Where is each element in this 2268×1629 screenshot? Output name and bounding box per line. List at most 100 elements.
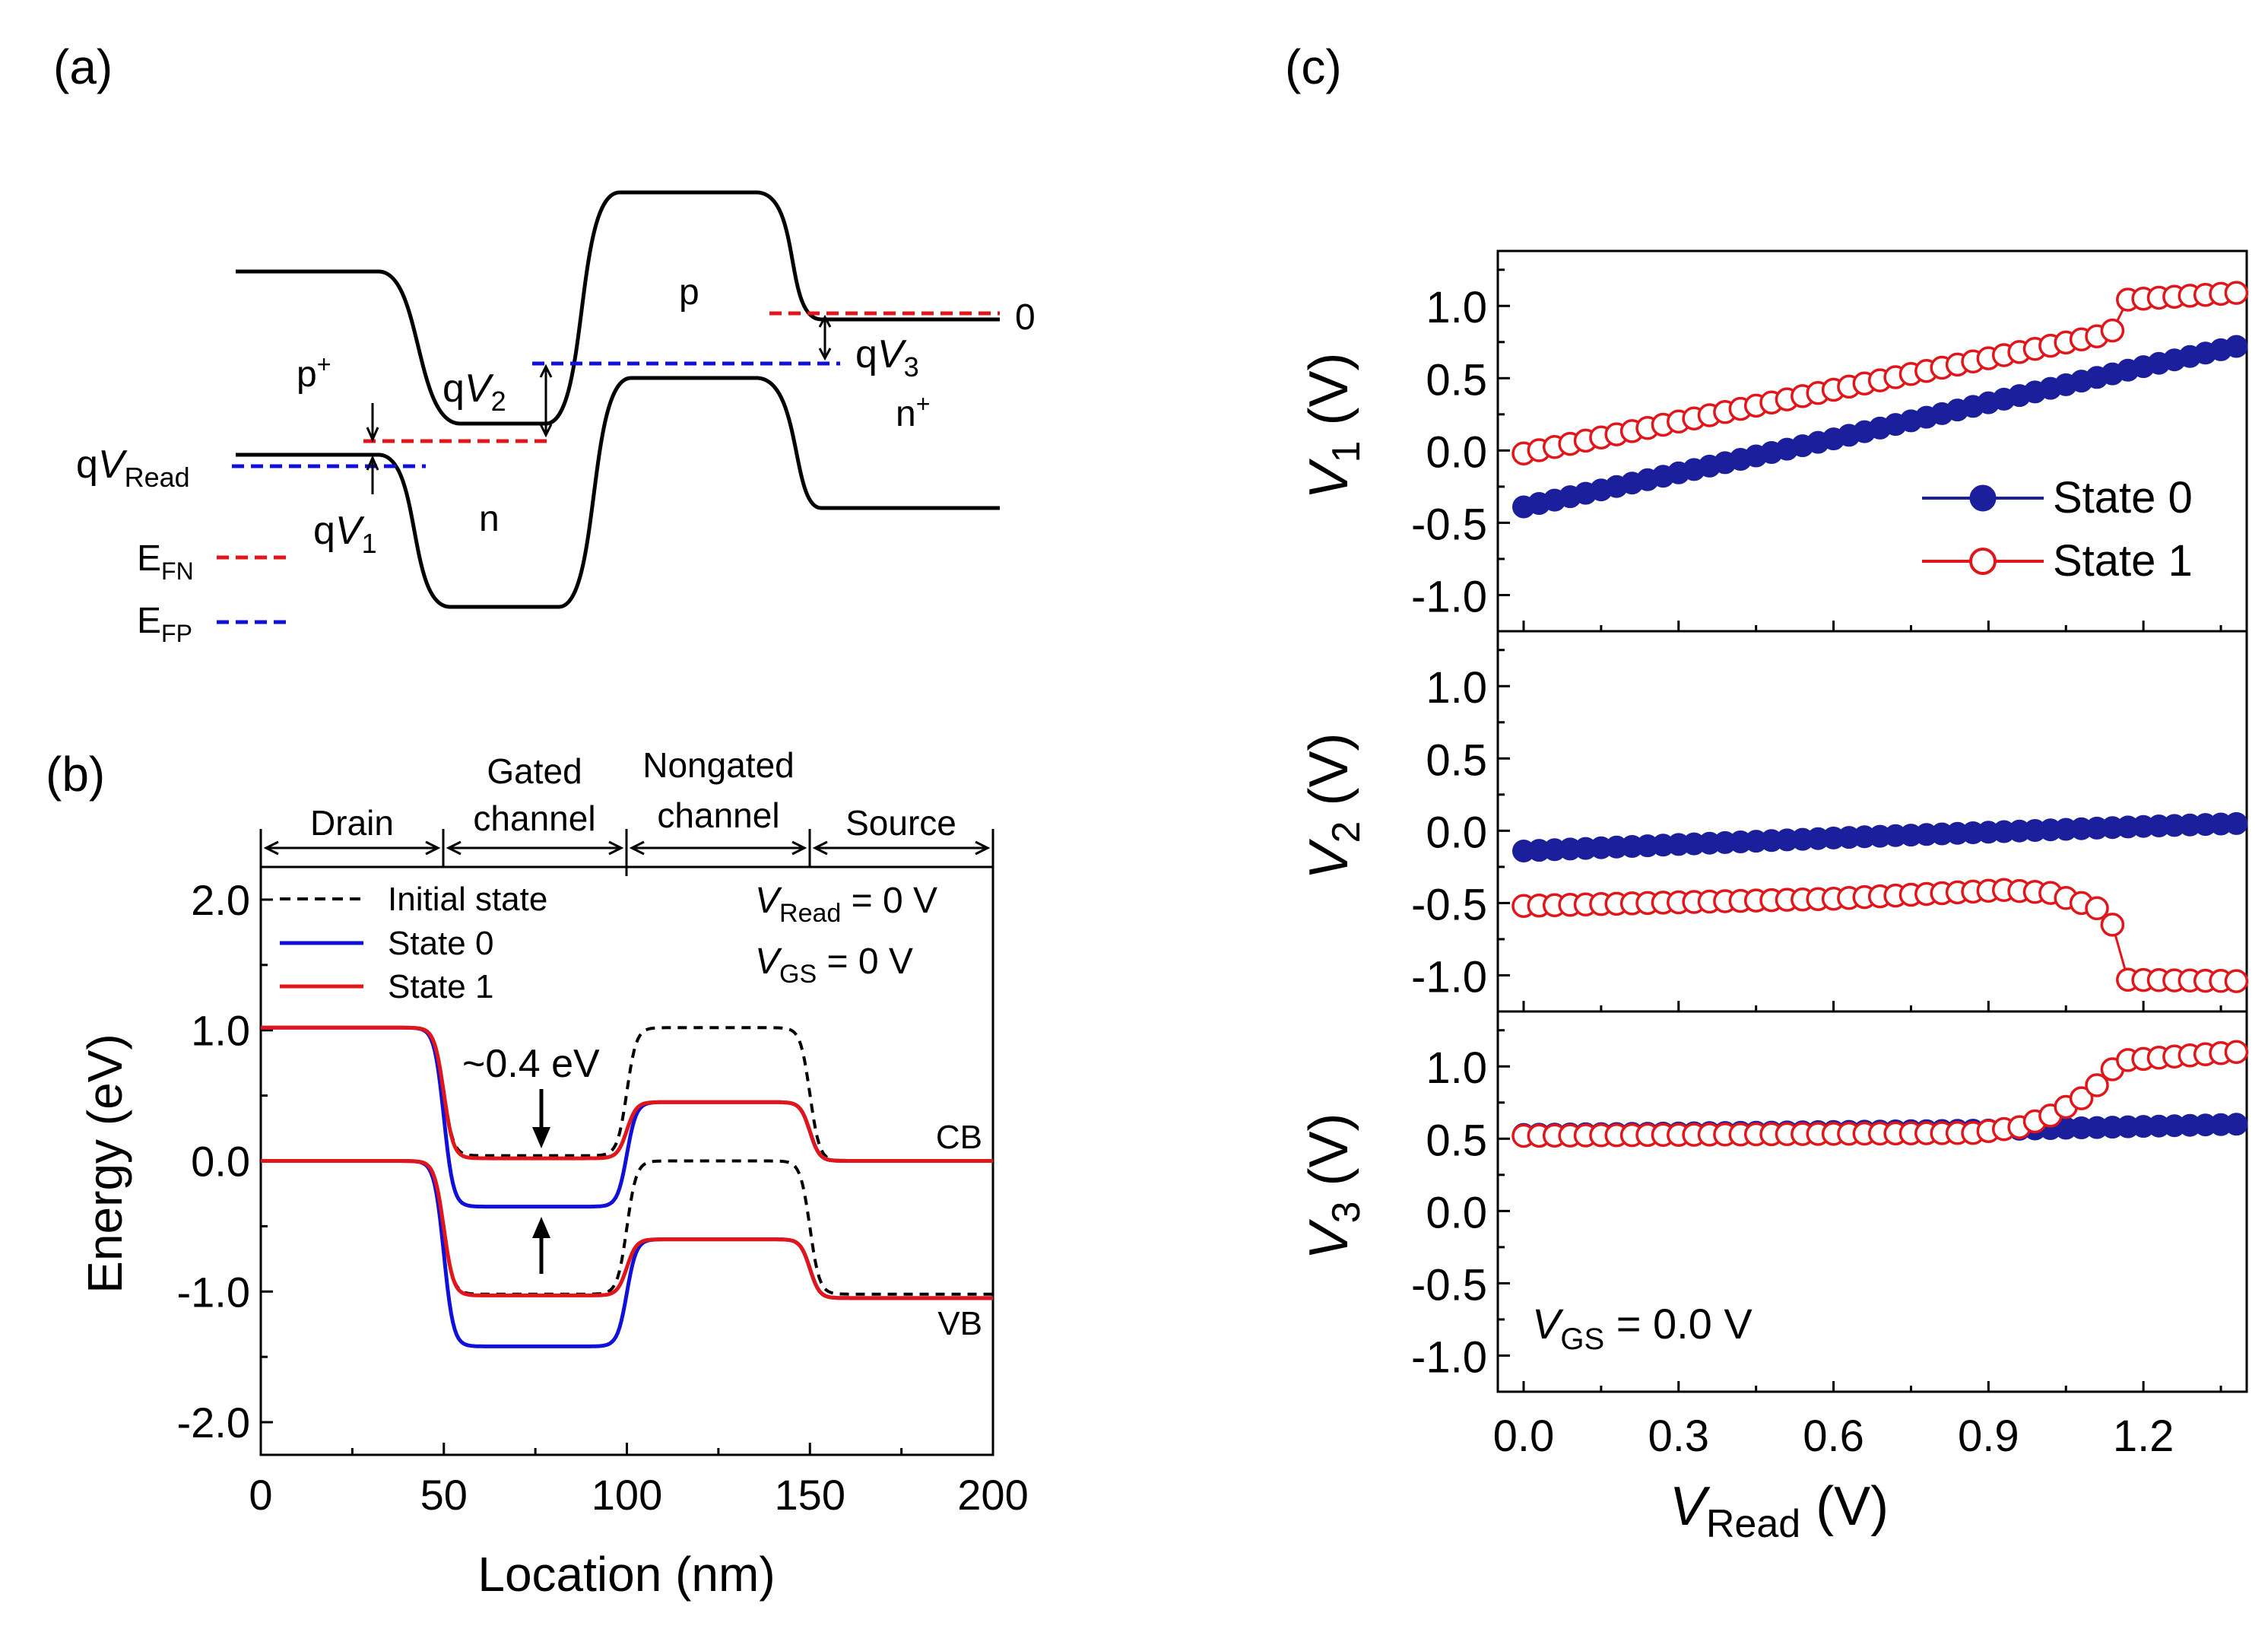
region-p: p	[679, 272, 699, 313]
b-xtick-label: 150	[775, 1471, 845, 1519]
c-ytick-label: 0.0	[1426, 808, 1487, 857]
c-point-state-1	[2085, 1073, 2109, 1097]
panel-b-energy-chart: (b) Drain Gated channel Nongated channel	[46, 745, 1029, 1602]
c-point-state-1	[2085, 896, 2109, 921]
c-xtick-label: 0.9	[1958, 1411, 2019, 1461]
panel-c-subplots: 1.0 0.5 0.0 -0.5 -1.0 1.0 0.5 0.0 -0.5 -1.0 1.0 0.5…	[1411, 249, 2249, 1461]
zero-level-label: 0	[1015, 297, 1036, 338]
c-ytick-label: -0.5	[1411, 500, 1487, 549]
c-ytick-label: -1.0	[1411, 572, 1487, 621]
qv3-label: qV3	[855, 332, 919, 383]
band-diagram-upper-curve	[236, 190, 1000, 426]
b-line-state-0-vb	[261, 1159, 993, 1348]
qv2-label: qV2	[442, 367, 506, 417]
panel-b-xlabel: Location (nm)	[477, 1547, 775, 1602]
b-xtick-label: 0	[249, 1471, 272, 1519]
legend-c-state1-marker	[1969, 548, 1997, 575]
panel-c-voltage-charts: (c) 1.00.50.0-0.5-1.01.00.50.0-0.5-1.01.…	[1285, 40, 2249, 1546]
c-point-state-1	[2224, 1040, 2249, 1064]
panel-a-label: (a)	[53, 40, 113, 94]
region-nongated-label-line2: channel	[657, 795, 779, 835]
c-ytick-label: 1.0	[1426, 663, 1487, 713]
condition-vgs: VGS = 0 V	[755, 942, 913, 989]
panel-a-band-diagram: (a) p+ n p n+ 0 qVRead qV1 qV2 qV3 EFN E…	[53, 40, 1036, 647]
annotation-arrowhead-down	[532, 1127, 550, 1148]
legend-efn-label: EFN	[137, 538, 194, 585]
region-span-arrowhead	[629, 840, 807, 856]
qv2-arrowhead-bottom	[539, 424, 553, 438]
b-ytick-label: -1.0	[177, 1268, 251, 1316]
region-p-plus: p+	[297, 351, 331, 395]
cb-label: CB	[936, 1119, 982, 1156]
c-ytick-label: 1.0	[1426, 283, 1487, 332]
b-line-state-1-vb	[261, 1159, 993, 1300]
c-xtick-label: 0.0	[1493, 1411, 1555, 1461]
qv2-arrowhead-top	[539, 364, 553, 378]
annotation-0-4ev: ~0.4 eV	[462, 1042, 600, 1086]
panel-b-ylabel: Energy (eV)	[78, 1034, 132, 1293]
b-line-state-0-cb	[261, 1025, 993, 1209]
condition-vread: VRead = 0 V	[755, 881, 937, 928]
panel-c-ylabel-v1: V1 (V)	[1299, 353, 1369, 500]
legend-state0-label: State 0	[388, 925, 493, 962]
c-ytick-label: 0.0	[1426, 427, 1487, 477]
panel-c-label: (c)	[1285, 40, 1342, 94]
region-span-arrowhead	[812, 840, 991, 856]
b-ytick-label: -2.0	[177, 1399, 251, 1446]
c-xtick-label: 1.2	[2113, 1411, 2174, 1461]
region-source-label: Source	[845, 803, 956, 843]
b-ytick-label: 2.0	[191, 876, 250, 924]
panel-b-series	[261, 1025, 993, 1348]
panel-b-label: (b)	[46, 747, 105, 802]
c-point-state-1	[2069, 1086, 2094, 1110]
b-ytick-label: 1.0	[191, 1007, 250, 1055]
region-n: n	[479, 499, 500, 539]
subplot-v1: 1.0 0.5 0.0 -0.5 -1.0	[1411, 249, 2249, 633]
region-span-arrowhead	[446, 840, 624, 856]
c-ytick-label: 0.5	[1426, 1116, 1487, 1165]
qv1-label: qV1	[313, 509, 377, 559]
b-line-initial-state-cb	[261, 1026, 993, 1163]
panel-c-xlabel: VRead (V)	[1670, 1476, 1889, 1546]
subplot-v2: 1.0 0.5 0.0 -0.5 -1.0	[1411, 630, 2249, 1013]
c-point-state-1	[2224, 969, 2249, 993]
panel-b-legend: Initial state State 0 State 1	[280, 881, 547, 1005]
subplot-frame	[1496, 1010, 2248, 1393]
annotation-arrowhead-up	[532, 1217, 550, 1238]
panel-b-axes: 0 50 100 150 200 2.0 1.0 0.0 -1.0 -2.0	[177, 876, 1029, 1519]
region-n-plus: n+	[896, 390, 930, 434]
region-drain-label: Drain	[310, 803, 394, 843]
vb-label: VB	[937, 1305, 982, 1342]
c-ytick-label: 0.5	[1426, 355, 1487, 405]
c-ytick-label: -0.5	[1411, 880, 1487, 929]
b-line-state-1-cb	[261, 1025, 993, 1163]
c-ytick-label: 1.0	[1426, 1043, 1487, 1093]
region-header: Drain Gated channel Nongated channel Sou…	[259, 745, 994, 876]
b-xtick-label: 200	[957, 1471, 1028, 1519]
legend-state1-label: State 1	[388, 968, 493, 1005]
c-point-state-0	[2225, 1113, 2248, 1136]
qv3-arrowhead-top	[818, 314, 832, 328]
qv3-arrowhead-bottom	[818, 348, 832, 361]
vgs-note: VGS = 0.0 V	[1532, 1300, 1753, 1356]
panel-c-ylabel-v2: V2 (V)	[1299, 733, 1369, 880]
c-ytick-label: 0.0	[1426, 1188, 1487, 1237]
qv1-arrowhead	[366, 455, 379, 471]
c-point-state-1	[2100, 913, 2125, 937]
region-span-arrowhead	[263, 840, 441, 856]
b-xtick-label: 100	[592, 1471, 662, 1519]
c-point-state-1	[2224, 281, 2249, 305]
c-ytick-label: -1.0	[1411, 952, 1487, 1002]
c-ytick-label: -0.5	[1411, 1260, 1487, 1310]
subplot-v3: 1.0 0.5 0.0 -0.5 -1.0	[1411, 1010, 2249, 1393]
region-gated-label-line1: Gated	[487, 751, 582, 791]
c-point-state-0	[2225, 811, 2248, 835]
legend-c-state0-marker	[1969, 484, 1997, 512]
band-diagram-lower-curve	[236, 376, 1000, 609]
c-ytick-label: -1.0	[1411, 1332, 1487, 1382]
panel-c-ylabel-v3: V3 (V)	[1299, 1113, 1369, 1260]
c-point-state-0	[2225, 335, 2248, 358]
region-nongated-label-line1: Nongated	[642, 745, 795, 785]
legend-c-state1-label: State 1	[2053, 536, 2193, 586]
